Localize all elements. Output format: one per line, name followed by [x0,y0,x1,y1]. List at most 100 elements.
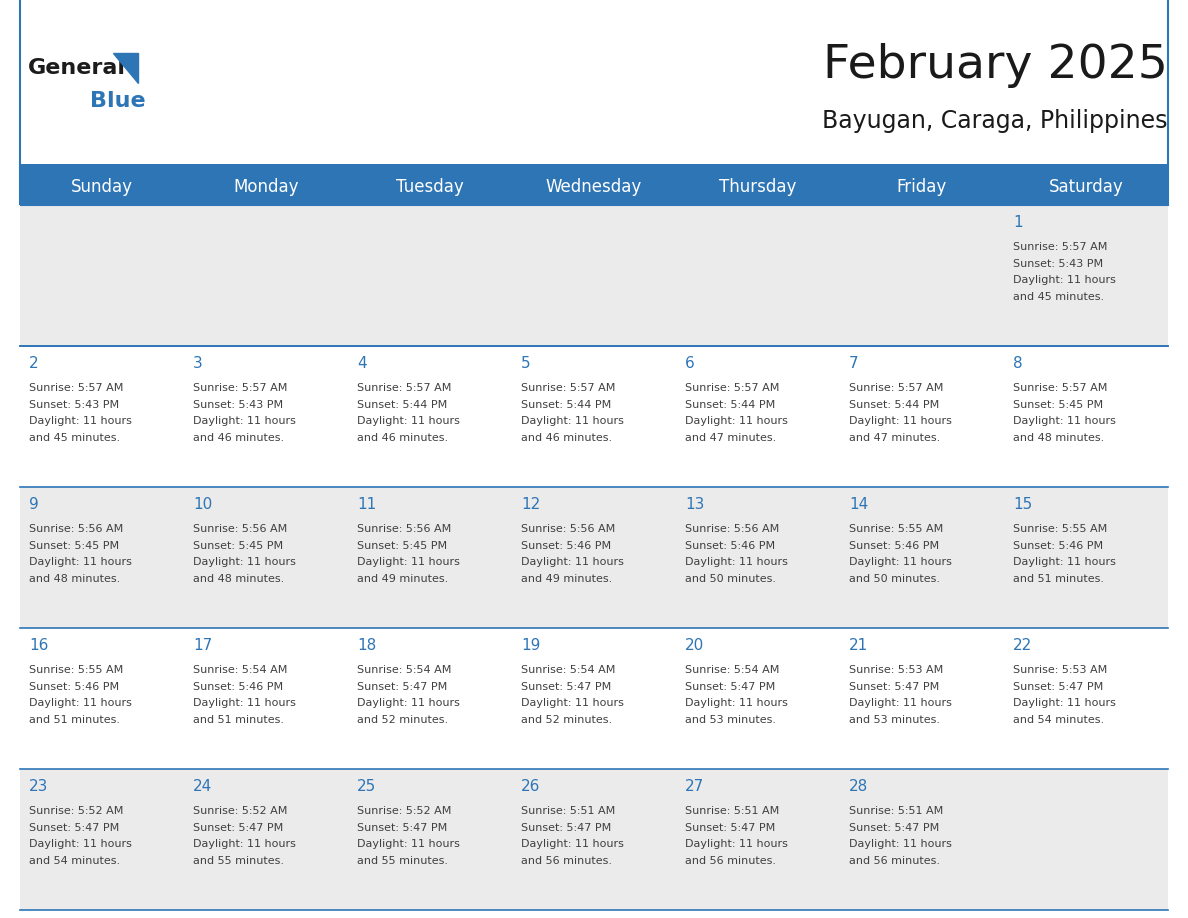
Text: and 56 minutes.: and 56 minutes. [685,856,776,866]
Text: Daylight: 11 hours: Daylight: 11 hours [1013,275,1116,285]
Bar [20,346,1168,487]
Text: Daylight: 11 hours: Daylight: 11 hours [685,417,788,426]
Text: and 55 minutes.: and 55 minutes. [358,856,448,866]
Text: Daylight: 11 hours: Daylight: 11 hours [358,699,460,708]
Text: Sunset: 5:46 PM: Sunset: 5:46 PM [192,682,283,691]
Text: Daylight: 11 hours: Daylight: 11 hours [522,557,624,567]
Text: General: General [29,58,126,78]
Text: 6: 6 [685,356,695,372]
Bar [20,0,1168,206]
Text: Sunrise: 5:56 AM: Sunrise: 5:56 AM [522,524,615,534]
Text: Bayugan, Caraga, Philippines: Bayugan, Caraga, Philippines [822,109,1168,133]
Text: Sunset: 5:47 PM: Sunset: 5:47 PM [849,823,940,833]
Text: Daylight: 11 hours: Daylight: 11 hours [849,839,952,849]
Text: Daylight: 11 hours: Daylight: 11 hours [29,699,132,708]
Text: and 56 minutes.: and 56 minutes. [522,856,612,866]
Text: and 51 minutes.: and 51 minutes. [1013,574,1104,584]
Text: 9: 9 [29,498,39,512]
Text: 8: 8 [1013,356,1023,372]
Text: Sunset: 5:47 PM: Sunset: 5:47 PM [192,823,283,833]
Text: Sunrise: 5:57 AM: Sunrise: 5:57 AM [849,384,943,394]
Text: Sunrise: 5:53 AM: Sunrise: 5:53 AM [1013,666,1107,676]
Text: Sunrise: 5:51 AM: Sunrise: 5:51 AM [849,806,943,816]
Text: 12: 12 [522,498,541,512]
Text: 15: 15 [1013,498,1032,512]
Text: Sunrise: 5:54 AM: Sunrise: 5:54 AM [358,666,451,676]
Text: Sunrise: 5:57 AM: Sunrise: 5:57 AM [192,384,287,394]
Text: 3: 3 [192,356,203,372]
Text: 4: 4 [358,356,367,372]
Text: Sunset: 5:47 PM: Sunset: 5:47 PM [358,682,447,691]
Bar [20,487,1168,628]
Text: 14: 14 [849,498,868,512]
Text: Daylight: 11 hours: Daylight: 11 hours [358,839,460,849]
Text: Sunset: 5:44 PM: Sunset: 5:44 PM [522,400,612,410]
Text: Sunset: 5:43 PM: Sunset: 5:43 PM [29,400,119,410]
Text: and 54 minutes.: and 54 minutes. [29,856,120,866]
Text: and 49 minutes.: and 49 minutes. [522,574,612,584]
Text: 24: 24 [192,779,213,794]
Text: Sunset: 5:44 PM: Sunset: 5:44 PM [358,400,447,410]
Text: Sunrise: 5:54 AM: Sunrise: 5:54 AM [685,666,779,676]
Text: Sunrise: 5:56 AM: Sunrise: 5:56 AM [358,524,451,534]
Text: Blue: Blue [90,91,146,111]
Text: Sunrise: 5:56 AM: Sunrise: 5:56 AM [29,524,124,534]
Text: and 52 minutes.: and 52 minutes. [358,715,448,724]
Polygon shape [113,53,138,83]
Text: Daylight: 11 hours: Daylight: 11 hours [1013,417,1116,426]
Text: Daylight: 11 hours: Daylight: 11 hours [522,839,624,849]
Text: Saturday: Saturday [1049,178,1124,196]
Text: 11: 11 [358,498,377,512]
Text: and 48 minutes.: and 48 minutes. [192,574,284,584]
Text: and 54 minutes.: and 54 minutes. [1013,715,1104,724]
Text: Sunrise: 5:55 AM: Sunrise: 5:55 AM [849,524,943,534]
Text: Sunrise: 5:51 AM: Sunrise: 5:51 AM [522,806,615,816]
Text: Daylight: 11 hours: Daylight: 11 hours [849,417,952,426]
Text: Tuesday: Tuesday [396,178,463,196]
Text: and 56 minutes.: and 56 minutes. [849,856,940,866]
Text: Daylight: 11 hours: Daylight: 11 hours [29,839,132,849]
Text: Friday: Friday [897,178,947,196]
Text: and 53 minutes.: and 53 minutes. [685,715,776,724]
Text: 2: 2 [29,356,39,372]
Text: 20: 20 [685,638,704,654]
Text: and 45 minutes.: and 45 minutes. [1013,292,1104,302]
Text: Daylight: 11 hours: Daylight: 11 hours [849,557,952,567]
Text: Sunrise: 5:57 AM: Sunrise: 5:57 AM [29,384,124,394]
Text: and 46 minutes.: and 46 minutes. [192,433,284,442]
Text: 10: 10 [192,498,213,512]
Text: Sunset: 5:45 PM: Sunset: 5:45 PM [29,541,119,551]
Text: Sunrise: 5:57 AM: Sunrise: 5:57 AM [1013,384,1107,394]
Text: Sunset: 5:47 PM: Sunset: 5:47 PM [358,823,447,833]
Text: 28: 28 [849,779,868,794]
Bar [20,164,1168,170]
Text: and 55 minutes.: and 55 minutes. [192,856,284,866]
Text: 25: 25 [358,779,377,794]
Text: and 48 minutes.: and 48 minutes. [29,574,120,584]
Text: Sunrise: 5:56 AM: Sunrise: 5:56 AM [192,524,287,534]
Text: Daylight: 11 hours: Daylight: 11 hours [522,699,624,708]
Text: and 50 minutes.: and 50 minutes. [849,574,940,584]
Bar [20,769,1168,910]
Text: Sunset: 5:46 PM: Sunset: 5:46 PM [849,541,940,551]
Text: 13: 13 [685,498,704,512]
Text: Daylight: 11 hours: Daylight: 11 hours [192,699,296,708]
Text: Sunset: 5:47 PM: Sunset: 5:47 PM [522,823,612,833]
Text: Sunrise: 5:57 AM: Sunrise: 5:57 AM [1013,242,1107,252]
Text: 21: 21 [849,638,868,654]
Text: and 47 minutes.: and 47 minutes. [685,433,776,442]
Text: Sunset: 5:43 PM: Sunset: 5:43 PM [192,400,283,410]
Text: Sunset: 5:47 PM: Sunset: 5:47 PM [685,823,776,833]
Text: and 53 minutes.: and 53 minutes. [849,715,940,724]
Text: Thursday: Thursday [719,178,797,196]
Text: 23: 23 [29,779,49,794]
Text: Daylight: 11 hours: Daylight: 11 hours [29,417,132,426]
Text: 22: 22 [1013,638,1032,654]
Text: Sunrise: 5:55 AM: Sunrise: 5:55 AM [1013,524,1107,534]
Text: Sunrise: 5:56 AM: Sunrise: 5:56 AM [685,524,779,534]
Text: and 51 minutes.: and 51 minutes. [29,715,120,724]
Text: Daylight: 11 hours: Daylight: 11 hours [1013,557,1116,567]
Text: 26: 26 [522,779,541,794]
Text: Sunrise: 5:52 AM: Sunrise: 5:52 AM [358,806,451,816]
Text: Daylight: 11 hours: Daylight: 11 hours [685,839,788,849]
